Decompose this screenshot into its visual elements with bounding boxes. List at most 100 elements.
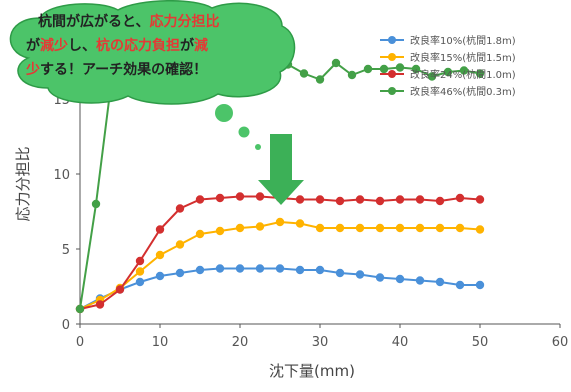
data-point bbox=[335, 268, 345, 278]
legend-swatch-marker bbox=[388, 70, 396, 78]
legend-label: 改良率46%(杭間0.3m) bbox=[410, 85, 516, 98]
x-tick-label: 20 bbox=[232, 335, 249, 350]
data-point bbox=[295, 265, 305, 275]
data-point bbox=[135, 256, 145, 266]
x-axis-label: 沈下量(mm) bbox=[269, 362, 355, 380]
data-point bbox=[475, 195, 485, 204]
legend: 改良率10%(杭間1.8m) 改良率15%(杭間1.5m) 改良率24%(杭間1.0… bbox=[380, 34, 516, 98]
data-point bbox=[375, 223, 385, 233]
y-tick-label: 10 bbox=[53, 168, 70, 183]
data-point bbox=[255, 222, 265, 231]
data-point bbox=[295, 195, 305, 204]
data-point bbox=[435, 196, 445, 206]
data-point bbox=[155, 250, 165, 260]
legend-item: 改良率46%(杭間0.3m) bbox=[380, 85, 516, 98]
data-point bbox=[395, 63, 405, 72]
data-point bbox=[255, 264, 265, 273]
data-point bbox=[215, 264, 225, 273]
x-tick-label: 50 bbox=[472, 335, 489, 350]
data-point bbox=[135, 277, 145, 287]
data-point bbox=[195, 229, 205, 239]
data-point bbox=[135, 267, 145, 276]
data-point bbox=[155, 271, 165, 281]
data-point bbox=[335, 223, 345, 233]
series-2 bbox=[75, 192, 485, 314]
thought-dot-small bbox=[255, 144, 261, 150]
thought-dot-large bbox=[215, 104, 233, 122]
series-0 bbox=[75, 264, 485, 314]
data-point bbox=[91, 199, 101, 209]
data-point bbox=[395, 274, 405, 284]
data-point bbox=[175, 204, 185, 213]
data-point bbox=[375, 273, 385, 282]
series-1 bbox=[75, 217, 485, 314]
data-point bbox=[347, 70, 357, 80]
legend-item: 改良率24%(杭間1.0m) bbox=[380, 68, 516, 81]
data-point bbox=[363, 64, 373, 74]
data-point bbox=[175, 268, 185, 278]
data-point bbox=[235, 192, 245, 201]
data-point bbox=[415, 276, 425, 285]
data-point bbox=[475, 225, 485, 234]
data-point bbox=[375, 196, 385, 206]
data-point bbox=[443, 67, 453, 77]
callout-text: 杭間が広がると、 bbox=[38, 13, 149, 30]
callout-line: が減少し、杭の応力負担が減 bbox=[26, 37, 208, 54]
data-point bbox=[315, 195, 325, 204]
data-point bbox=[315, 265, 325, 275]
y-axis-label: 応力分担比 bbox=[14, 146, 32, 221]
data-point bbox=[115, 285, 125, 294]
data-point bbox=[455, 223, 465, 233]
legend-label: 改良率24%(杭間1.0m) bbox=[410, 68, 516, 81]
thought-dot-medium bbox=[238, 126, 250, 138]
data-point bbox=[275, 217, 285, 227]
data-point bbox=[255, 192, 265, 201]
callout-decoration bbox=[215, 104, 304, 205]
data-point bbox=[427, 72, 437, 81]
data-point bbox=[195, 195, 205, 204]
data-point bbox=[355, 270, 365, 279]
data-point bbox=[475, 280, 485, 290]
callout-text: が bbox=[180, 37, 195, 54]
data-point bbox=[435, 277, 445, 287]
callout-text: し、 bbox=[68, 38, 96, 54]
data-point bbox=[355, 195, 365, 204]
data-point bbox=[315, 223, 325, 233]
data-point bbox=[415, 223, 425, 233]
legend-item: 改良率10%(杭間1.8m) bbox=[380, 34, 516, 47]
x-tick-label: 60 bbox=[552, 335, 569, 350]
callout-highlight: 少 bbox=[25, 61, 40, 78]
callout-highlight: 応力分担比 bbox=[149, 13, 219, 30]
data-point bbox=[215, 226, 225, 236]
data-point bbox=[395, 223, 405, 233]
callout-highlight: 減少 bbox=[40, 37, 68, 54]
data-point bbox=[475, 69, 485, 78]
data-point bbox=[355, 223, 365, 233]
callout-cloud-shape bbox=[9, 0, 296, 105]
callout-text: する！アーチ効果の確認！ bbox=[40, 61, 207, 78]
data-point bbox=[75, 304, 85, 314]
data-point bbox=[411, 64, 421, 74]
x-tick-label: 40 bbox=[392, 335, 409, 350]
data-point bbox=[459, 66, 469, 75]
callout-line: 杭間が広がると、応力分担比 bbox=[38, 13, 219, 30]
data-point bbox=[415, 195, 425, 204]
legend-swatch-marker bbox=[388, 53, 396, 61]
data-point bbox=[235, 223, 245, 233]
data-point bbox=[195, 265, 205, 275]
data-point bbox=[331, 58, 341, 68]
data-point bbox=[275, 264, 285, 273]
x-tick-label: 30 bbox=[312, 335, 329, 350]
data-point bbox=[455, 280, 465, 290]
callout-text: が bbox=[26, 37, 41, 54]
legend-label: 改良率15%(杭間1.5m) bbox=[410, 51, 516, 64]
y-tick-label: 5 bbox=[62, 243, 70, 258]
data-point bbox=[215, 193, 225, 203]
data-point bbox=[299, 69, 309, 78]
data-point bbox=[315, 75, 325, 84]
series-line bbox=[79, 195, 481, 310]
legend-swatch-marker bbox=[388, 87, 396, 95]
data-point bbox=[295, 219, 305, 228]
